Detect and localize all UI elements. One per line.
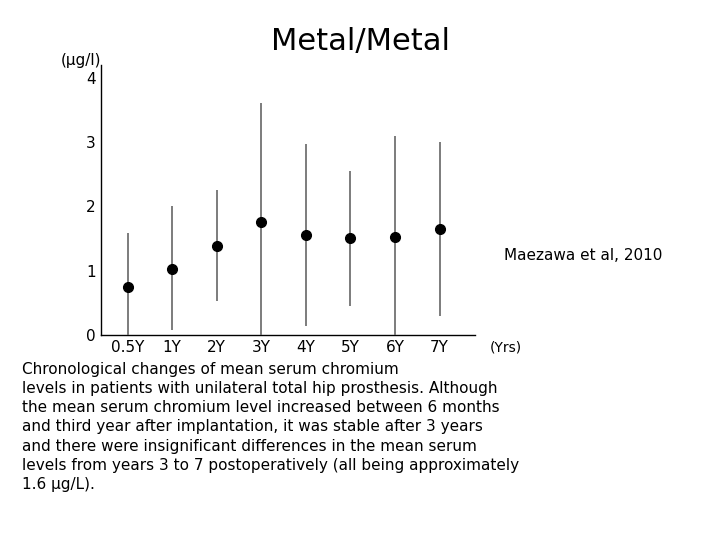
Text: (μg/l): (μg/l) bbox=[61, 52, 102, 68]
Text: Chronological changes of mean serum chromium
levels in patients with unilateral : Chronological changes of mean serum chro… bbox=[22, 362, 518, 492]
Text: Maezawa et al, 2010: Maezawa et al, 2010 bbox=[504, 248, 662, 264]
Text: Metal/Metal: Metal/Metal bbox=[271, 27, 449, 56]
Text: (Yrs): (Yrs) bbox=[490, 340, 522, 354]
